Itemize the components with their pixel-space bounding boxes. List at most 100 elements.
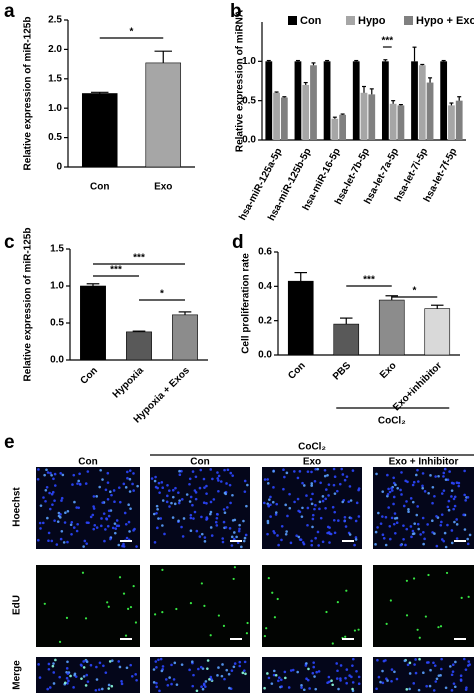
cell [60,496,64,500]
significance-label: *** [110,265,122,276]
cell [266,521,270,525]
cell [466,496,470,499]
cell [447,508,451,512]
cell [210,534,214,537]
cell [185,493,189,496]
cell [37,468,40,471]
cell [126,470,129,474]
cell [432,689,436,692]
cell [232,665,236,669]
cell [388,524,392,528]
cell [167,489,171,492]
cell [267,504,270,507]
cell [433,494,436,498]
cell [343,515,347,519]
cell [173,502,177,506]
cell [301,541,305,544]
cell [306,523,309,527]
cell [354,536,358,539]
cell [177,491,180,494]
cell [459,674,463,678]
cell [217,489,220,493]
cell [444,686,448,690]
cell [118,665,122,669]
cell [230,535,234,539]
cell [417,480,420,483]
micrograph [373,565,474,647]
legend-swatch [404,16,413,25]
cell [399,543,403,547]
y-tick-label: 1.5 [48,73,62,84]
cell [326,681,329,684]
cell [329,532,333,536]
cell [452,507,455,511]
cell [161,665,165,668]
cell [84,684,88,687]
cell [150,477,154,480]
cell [54,658,57,662]
cell [271,500,275,504]
cell [56,520,60,523]
cell [450,673,454,677]
cell [381,669,384,673]
y-tick-label: 1.0 [242,56,256,67]
cell [177,519,180,523]
cell [192,517,195,520]
cell [308,687,311,690]
cell [85,542,89,545]
legend-swatch [346,16,355,25]
cell [210,678,213,681]
cell [216,477,219,480]
cell [338,482,342,486]
cell [244,672,247,676]
cell [443,467,447,471]
cell [64,511,67,515]
cell [52,662,55,665]
cell [336,601,339,604]
cell [293,500,296,504]
cell [233,662,237,665]
cell [105,517,109,521]
cell [171,495,175,499]
cell [227,672,231,676]
cell [265,627,268,630]
cell [314,536,317,540]
cell [209,526,213,529]
cell [217,474,221,478]
cell [288,492,291,496]
cell [305,662,308,665]
cell [166,684,170,687]
cell [237,529,241,533]
cell [280,685,283,688]
cell [447,499,451,503]
cell [70,520,74,524]
cell [316,467,320,471]
cell [66,660,69,664]
column-label: Exo [303,457,321,468]
cell [63,521,67,524]
cell [331,683,334,687]
cell [313,507,316,511]
cell [380,515,384,518]
cell [336,669,339,673]
cell [298,470,302,473]
y-tick-label: 0.5 [48,132,62,143]
cell [440,492,444,495]
cell [313,675,316,678]
cell [313,479,317,483]
cell [106,601,109,604]
cell [165,500,169,504]
cell [110,493,113,497]
cell [275,502,279,506]
significance-label: * [130,27,134,38]
cell [326,531,329,535]
cell [288,506,292,510]
cell [464,499,467,502]
cell [95,526,99,529]
cell [400,471,403,474]
cell [101,501,104,504]
cell [376,658,379,662]
cell [127,520,131,524]
cell [99,524,103,528]
cell [189,495,193,499]
